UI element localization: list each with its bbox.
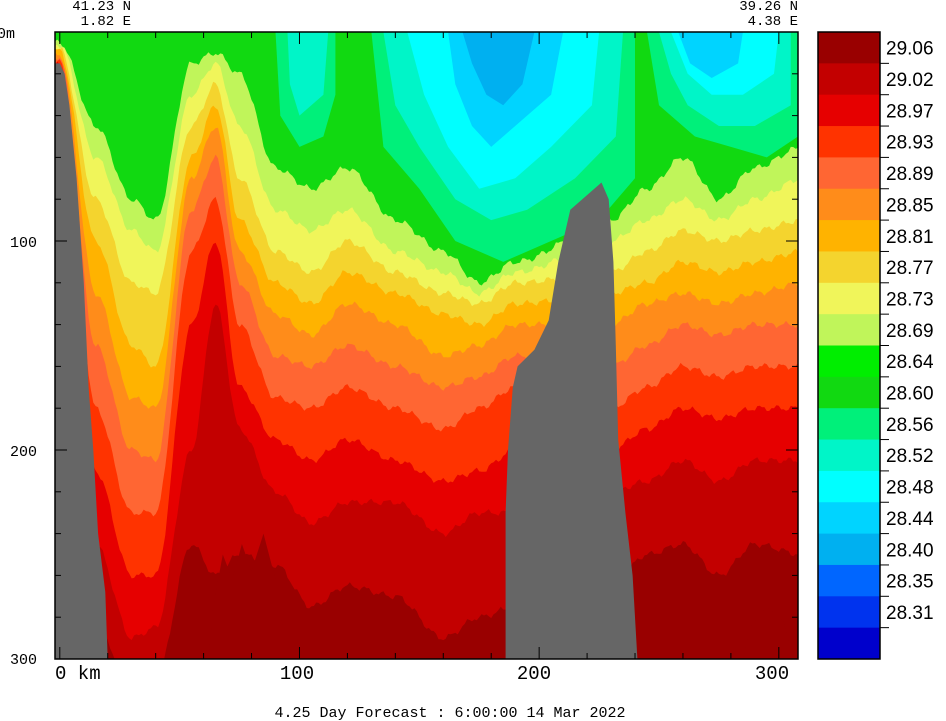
end-lat-label: 39.26 N <box>739 0 798 15</box>
colorbar-label-17: 28.40 <box>886 540 934 561</box>
colorbar-swatch-15 <box>818 470 880 503</box>
colorbar-swatch-2 <box>818 63 880 96</box>
land-mask-1 <box>55 32 108 659</box>
bottom-patch-2 <box>742 606 794 659</box>
colorbar-label-1: 29.06 <box>886 39 934 60</box>
x-tick-label-100: 100 <box>280 663 314 685</box>
x-tick-label-200: 200 <box>517 663 551 685</box>
colorbar-label-5: 28.89 <box>886 164 934 185</box>
land-mask-2 <box>505 182 638 659</box>
colorbar-label-7: 28.81 <box>886 227 934 248</box>
y-tick-label-100: 100 <box>10 235 37 252</box>
colorbar-swatch-16 <box>818 502 880 535</box>
plot-frame <box>54 31 799 660</box>
colorbar: 29.06 29.02 28.97 28.93 28.89 28.85 28.81 28.77… <box>817 31 934 660</box>
colorbar-label-4: 28.93 <box>886 133 934 154</box>
colorbar-label-13: 28.56 <box>886 415 934 436</box>
plot-area <box>55 32 798 659</box>
temperature-band-10 <box>55 74 798 659</box>
colorbar-label-14: 28.52 <box>886 446 934 467</box>
colorbar-label-9: 28.73 <box>886 289 934 310</box>
colorbar-swatch-10 <box>818 314 880 347</box>
colorbar-swatch-5 <box>818 157 880 190</box>
surface-patch-7 <box>462 32 535 106</box>
y-tick-label-300: 300 <box>10 652 37 669</box>
bottom-patch-1 <box>208 533 288 659</box>
bottom-patches <box>208 533 794 659</box>
colorbar-swatch-3 <box>818 94 880 127</box>
surface-patch-11 <box>678 32 743 78</box>
colorbar-label-8: 28.77 <box>886 258 934 279</box>
x-tick-label-0: 0 km <box>55 663 101 685</box>
colorbar-label-16: 28.44 <box>886 509 934 530</box>
colorbar-swatch-7 <box>818 220 880 253</box>
colorbar-swatch-17 <box>818 533 880 566</box>
colorbar-label-2: 29.02 <box>886 70 934 91</box>
y-tick-label-200: 200 <box>10 444 37 461</box>
colorbar-swatch-13 <box>818 408 880 441</box>
colorbar-swatch-18 <box>818 564 880 597</box>
colorbar-label-6: 28.85 <box>886 195 934 216</box>
y-tick-label-0: 0m <box>0 26 15 43</box>
colorbar-swatch-14 <box>818 439 880 472</box>
start-lon-label: 1.82 E <box>81 14 131 30</box>
colorbar-swatch-1 <box>818 32 880 64</box>
colorbar-swatch-11 <box>818 345 880 378</box>
chart-title: 4.25 Day Forecast : 6:00:00 14 Mar 2022 <box>274 705 625 721</box>
colorbar-swatch-6 <box>818 188 880 221</box>
colorbar-label-11: 28.64 <box>886 352 934 373</box>
colorbar-swatch-9 <box>818 282 880 315</box>
colorbar-swatch-4 <box>818 126 880 158</box>
start-lat-label: 41.23 N <box>72 0 131 15</box>
colorbar-label-18: 28.35 <box>886 572 934 593</box>
surface-patches <box>275 32 798 262</box>
colorbar-swatch-19 <box>818 596 880 629</box>
surface-patch-2 <box>287 32 329 116</box>
end-lon-label: 4.38 E <box>748 14 798 30</box>
colorbar-label-3: 28.97 <box>886 101 934 122</box>
colorbar-swatch-12 <box>818 376 880 409</box>
colorbar-label-15: 28.48 <box>886 478 934 499</box>
axis-ticks <box>55 31 798 660</box>
land-mask <box>55 32 638 659</box>
colorbar-label-19: 28.31 <box>886 603 934 624</box>
colorbar-label-12: 28.60 <box>886 384 934 405</box>
colorbar-swatch-bottom <box>818 627 880 659</box>
x-tick-label-300: 300 <box>755 663 789 685</box>
colorbar-swatch-8 <box>818 251 880 284</box>
colorbar-label-10: 28.69 <box>886 321 934 342</box>
